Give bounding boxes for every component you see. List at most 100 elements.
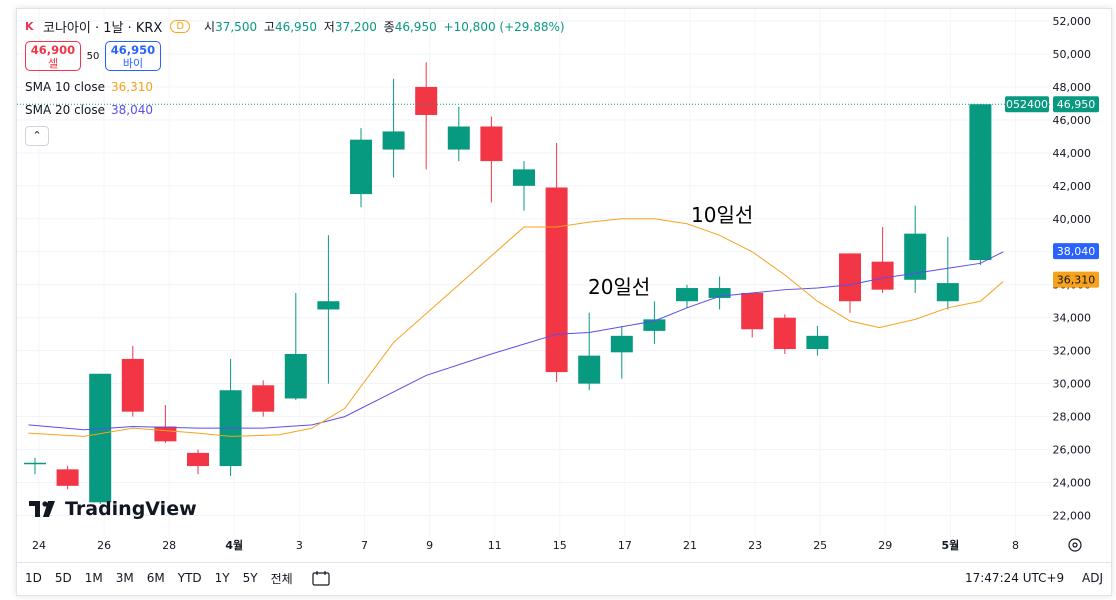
chart-settings-icon[interactable] bbox=[1068, 538, 1082, 552]
x-tick-label: 24 bbox=[32, 539, 46, 552]
candle bbox=[24, 462, 46, 465]
tradingview-logo[interactable]: TradingView bbox=[29, 498, 197, 520]
x-tick-label: 26 bbox=[97, 539, 111, 552]
sma20-price-tag: 38,040 bbox=[1057, 245, 1096, 258]
y-tick-label: 46,000 bbox=[1053, 114, 1092, 127]
candle bbox=[89, 373, 112, 503]
y-tick-label: 32,000 bbox=[1053, 345, 1092, 358]
x-tick-label: 9 bbox=[426, 539, 433, 552]
annotation-10day: 10일선 bbox=[691, 203, 754, 227]
y-tick-label: 50,000 bbox=[1053, 48, 1092, 61]
x-tick-label: 5월 bbox=[942, 538, 960, 552]
x-tick-label: 25 bbox=[813, 539, 827, 552]
sma20-line bbox=[28, 251, 1004, 431]
candle bbox=[806, 335, 829, 350]
timeframe-button[interactable]: 전체 bbox=[270, 571, 293, 586]
x-tick-label: 8 bbox=[1012, 539, 1019, 552]
timeframe-button[interactable]: 5Y bbox=[242, 571, 258, 585]
countdown-tag-bg bbox=[1005, 96, 1049, 113]
collapse-legend-button[interactable]: ⌃ bbox=[25, 126, 49, 146]
y-tick-label: 44,000 bbox=[1053, 147, 1092, 160]
x-tick-label: 15 bbox=[553, 539, 567, 552]
y-tick-label: 28,000 bbox=[1053, 411, 1092, 424]
ohlc-values: 시37,500 고46,950 저37,200 종46,950 +10,800 … bbox=[204, 19, 565, 34]
candle bbox=[839, 253, 861, 302]
sma10-legend[interactable]: SMA 10 close 36,310 bbox=[25, 80, 153, 94]
candle bbox=[121, 358, 144, 412]
y-tick-label: 30,000 bbox=[1053, 378, 1092, 391]
price-change: +10,800 (+29.88%) bbox=[443, 19, 565, 34]
last-price-tag-bg bbox=[1053, 96, 1099, 113]
x-tick-label: 29 bbox=[878, 539, 892, 552]
countdown-tag: 052400 bbox=[1006, 98, 1048, 111]
price-chart[interactable]: 22,000 24,000 26,000 28,000 30,000 32,000 34,0… bbox=[17, 9, 1111, 562]
candle bbox=[447, 126, 470, 150]
timeframe-button[interactable]: 1Y bbox=[214, 571, 230, 585]
exchange-logo-icon: K bbox=[25, 20, 34, 33]
y-tick-label: 42,000 bbox=[1053, 180, 1092, 193]
candle bbox=[317, 301, 340, 310]
candle bbox=[708, 288, 731, 298]
candle bbox=[480, 126, 503, 162]
candle bbox=[969, 104, 992, 261]
chart-legend: K 코나아이 · 1날 · KRX D 시37,500 고46,950 저37,… bbox=[25, 15, 565, 146]
candle bbox=[382, 131, 405, 150]
chart-window: 22,000 24,000 26,000 28,000 30,000 32,000 34,0… bbox=[16, 8, 1112, 596]
y-tick-label: 48,000 bbox=[1053, 81, 1092, 94]
candle bbox=[187, 452, 209, 467]
clock[interactable]: 17:47:24 UTC+9 bbox=[964, 571, 1065, 585]
adj-toggle[interactable]: ADJ bbox=[1082, 571, 1103, 585]
candle bbox=[741, 292, 764, 330]
candle bbox=[284, 353, 307, 399]
x-tick-label: 7 bbox=[361, 539, 368, 552]
candle bbox=[545, 187, 568, 373]
sma10-line bbox=[28, 218, 1004, 437]
timeframe-button[interactable]: 5D bbox=[54, 571, 72, 585]
y-tick-label: 52,000 bbox=[1053, 15, 1092, 28]
timeframe-button[interactable]: 1D bbox=[25, 571, 42, 585]
candle bbox=[56, 469, 79, 486]
candle bbox=[936, 283, 959, 302]
candle bbox=[773, 317, 796, 350]
candle bbox=[610, 335, 633, 353]
timeframe-button[interactable]: 3M bbox=[115, 571, 134, 585]
y-tick-label: 26,000 bbox=[1053, 444, 1092, 457]
symbol-title[interactable]: 코나아이 · 1날 · KRX bbox=[43, 20, 163, 36]
sma10-price-tag-bg bbox=[1053, 271, 1099, 288]
sell-button[interactable]: 46,900 셀 bbox=[25, 41, 81, 71]
date-range-icon[interactable] bbox=[312, 570, 330, 586]
bottom-toolbar: 1D 5D 1M 3M 6M YTD 1Y 5Y 전체 17:47:24 UTC+9 ADJ bbox=[17, 562, 1111, 593]
candle bbox=[871, 261, 894, 290]
sma20-price-tag-bg bbox=[1053, 243, 1099, 260]
sma20-legend[interactable]: SMA 20 close 38,040 bbox=[25, 103, 153, 117]
y-tick-label: 40,000 bbox=[1053, 213, 1092, 226]
annotation-20day: 20일선 bbox=[588, 275, 651, 299]
x-tick-label: 28 bbox=[162, 539, 176, 552]
x-tick-label: 17 bbox=[618, 539, 632, 552]
y-tick-label: 24,000 bbox=[1053, 477, 1092, 490]
candle bbox=[578, 355, 601, 384]
toolbar-right: 17:47:24 UTC+9 ADJ bbox=[965, 571, 1103, 585]
sma10-price-tag: 36,310 bbox=[1057, 274, 1096, 287]
x-tick-label: 23 bbox=[748, 539, 762, 552]
y-tick-label: 34,000 bbox=[1053, 312, 1092, 325]
candle bbox=[676, 288, 698, 302]
x-tick-label: 3 bbox=[296, 539, 303, 552]
last-price-tag: 46,950 bbox=[1057, 98, 1096, 111]
candle bbox=[252, 385, 275, 412]
brand-name: TradingView bbox=[65, 498, 197, 520]
buy-button[interactable]: 46,950 바이 bbox=[105, 41, 161, 71]
x-tick-label: 11 bbox=[488, 539, 502, 552]
timeframe-button[interactable]: 1M bbox=[84, 571, 103, 585]
candle bbox=[643, 319, 666, 331]
spread-value: 50 bbox=[86, 50, 100, 62]
timeframe-button[interactable]: YTD bbox=[177, 571, 202, 585]
timeframe-button[interactable]: 6M bbox=[146, 571, 165, 585]
candle bbox=[415, 86, 438, 115]
candle bbox=[350, 139, 372, 195]
y-tick-label: 22,000 bbox=[1053, 510, 1092, 523]
x-tick-label: 21 bbox=[683, 539, 697, 552]
delay-badge[interactable]: D bbox=[170, 19, 191, 33]
candle bbox=[904, 233, 927, 280]
candle bbox=[154, 426, 177, 442]
